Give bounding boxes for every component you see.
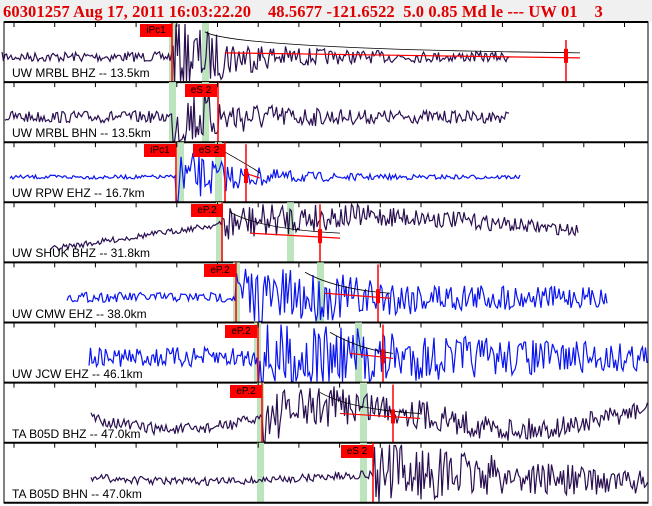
station-label: UW MRBL BHZ -- 13.5km	[12, 66, 150, 81]
phase-window	[257, 382, 264, 443]
phase-window	[355, 322, 362, 383]
phase-window	[287, 202, 294, 263]
phase-pick-label[interactable]: eP.2	[191, 204, 223, 218]
trace-panel	[1, 22, 648, 84]
trace-panel	[4, 442, 649, 504]
phase-window	[257, 442, 264, 503]
phase-window	[215, 142, 222, 203]
event-title: 60301257 Aug 17, 2011 16:03:22.20 48.567…	[3, 2, 603, 21]
waveform-trace	[9, 152, 521, 203]
phase-pick-label[interactable]: iPc1	[140, 24, 172, 37]
phase-window	[202, 22, 209, 83]
trace-panel	[4, 382, 649, 444]
trace-panel	[4, 322, 648, 384]
waveform-trace	[90, 444, 649, 502]
amplitude-marker	[318, 229, 322, 244]
station-label: UW CMW EHZ -- 38.0km	[12, 306, 147, 321]
phase-pick-label[interactable]: eS 2	[185, 84, 217, 98]
coda-decay-curve	[229, 211, 341, 234]
trace-panel	[4, 82, 648, 144]
phase-pick-label[interactable]: eP.2	[204, 264, 236, 278]
coda-fit-line	[249, 232, 341, 239]
title-bar	[0, 0, 652, 22]
coda-fit-line	[349, 352, 394, 359]
amplitude-marker	[376, 289, 380, 304]
phase-window	[169, 82, 176, 143]
phase-pick-label[interactable]: iPc1	[144, 144, 176, 158]
waveform-trace	[49, 202, 579, 253]
phase-window	[360, 382, 367, 443]
amplitude-marker	[391, 409, 395, 424]
coda-fit-line	[339, 412, 421, 420]
coda-decay-curve	[204, 31, 581, 54]
waveform-trace	[90, 386, 649, 443]
station-label: UW SHUK BHZ -- 31.8km	[12, 246, 151, 261]
phase-pick-label[interactable]: eS 2	[341, 444, 373, 458]
station-label: TA B05D BHZ -- 47.0km	[12, 426, 141, 441]
station-label: UW RPW EHZ -- 16.7km	[12, 186, 145, 201]
phase-pick-label[interactable]: eP.2	[225, 324, 257, 338]
amplitude-marker	[244, 169, 248, 184]
waveform-trace	[66, 268, 608, 323]
trace-panel	[4, 142, 648, 204]
waveform-trace	[4, 92, 510, 143]
coda-decay-curve	[319, 392, 421, 414]
station-label: TA B05D BHN -- 47.0km	[12, 486, 142, 501]
trace-panel	[4, 262, 648, 324]
phase-window	[317, 262, 324, 323]
phase-window	[216, 202, 223, 263]
waveform-trace	[1, 23, 510, 82]
coda-fit-line	[224, 52, 581, 59]
amplitude-marker	[564, 48, 568, 63]
station-label: UW JCW EHZ -- 46.1km	[12, 366, 143, 381]
phase-pick-label[interactable]: eP.2	[230, 384, 262, 398]
amplitude-marker	[381, 349, 385, 364]
coda-decay-curve	[329, 332, 394, 354]
coda-decay-curve	[224, 151, 261, 174]
trace-panel	[4, 202, 648, 264]
waveform-trace	[88, 324, 648, 384]
station-label: UW MRBL BHN -- 13.5km	[12, 126, 151, 141]
phase-window	[202, 82, 209, 143]
phase-pick-label[interactable]: eS 2	[193, 144, 225, 158]
